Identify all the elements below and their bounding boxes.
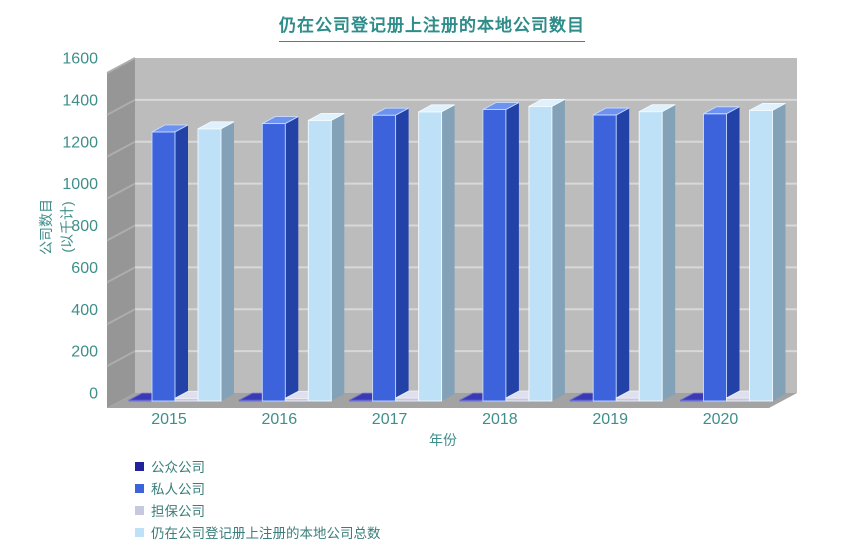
gridline-side-1200 xyxy=(106,140,136,158)
bar-2018-series-4 xyxy=(528,98,566,402)
bar-top xyxy=(592,107,630,116)
bar-2015-series-4 xyxy=(197,121,235,402)
bar-top xyxy=(482,102,520,111)
x-tick-2016: 2016 xyxy=(262,411,298,428)
gridline-side-1600 xyxy=(106,57,136,74)
bar-side xyxy=(395,108,409,401)
bar-front xyxy=(151,131,176,402)
bar-side xyxy=(221,121,234,401)
y-tick-600: 600 xyxy=(71,260,98,277)
bar-front xyxy=(638,111,663,402)
bar-side xyxy=(551,99,565,402)
legend-item-1: 公众公司 xyxy=(135,455,381,477)
legend-swatch-icon xyxy=(135,527,144,537)
bar-side xyxy=(505,102,519,402)
gridline-side-600 xyxy=(106,266,136,284)
bar-2017-series-2 xyxy=(372,107,409,402)
y-axis-title-line2: (以千计) xyxy=(59,201,75,253)
bar-side xyxy=(772,103,786,401)
chart-title-text: 仍在公司登记册上注册的本地公司数目 xyxy=(279,11,585,42)
bar-front xyxy=(482,109,507,402)
bar-front xyxy=(307,119,332,402)
legend-swatch-icon xyxy=(135,505,144,515)
bar-top xyxy=(308,112,345,121)
bar-front xyxy=(528,105,553,402)
y-tick-800: 800 xyxy=(71,218,98,235)
legend-item-2: 私人公司 xyxy=(135,477,381,499)
bar-front xyxy=(418,111,443,402)
legend-label: 担保公司 xyxy=(151,504,205,519)
bar-front xyxy=(372,114,397,402)
x-tick-2017: 2017 xyxy=(372,411,408,428)
bar-top xyxy=(749,102,786,111)
y-tick-1400: 1400 xyxy=(62,92,98,109)
bar-top xyxy=(528,98,566,107)
y-axis-title-line1: 公司数目 xyxy=(38,199,54,255)
legend: 公众公司私人公司担保公司仍在公司登记册上注册的本地公司总数 xyxy=(135,455,381,543)
y-tick-400: 400 xyxy=(71,302,98,319)
bar-2017-series-4 xyxy=(418,104,455,402)
legend-label: 仍在公司登记册上注册的本地公司总数 xyxy=(151,526,381,541)
bar-front xyxy=(749,109,773,402)
y-axis-title: 公司数目 (以千计) xyxy=(36,162,80,292)
bar-side xyxy=(616,107,630,402)
bar-2016-series-2 xyxy=(261,116,299,402)
bar-2016-series-4 xyxy=(307,112,345,402)
bar-2019-series-4 xyxy=(638,104,676,402)
bar-side xyxy=(285,116,299,401)
y-tick-1600: 1600 xyxy=(62,51,98,68)
bar-top xyxy=(418,104,455,113)
chart-title: 仍在公司登记册上注册的本地公司数目 xyxy=(0,11,864,42)
bar-front xyxy=(261,123,286,402)
gridline-side-800 xyxy=(106,224,136,242)
bar-2019-series-2 xyxy=(592,107,630,402)
bar-2020-series-2 xyxy=(703,106,740,402)
bar-top xyxy=(703,106,740,115)
bar-top xyxy=(638,104,676,113)
y-tick-1200: 1200 xyxy=(62,134,98,151)
legend-swatch-icon xyxy=(135,461,144,471)
y-tick-200: 200 xyxy=(71,344,98,361)
x-axis-title: 年份 xyxy=(429,432,457,448)
bar-top xyxy=(372,107,409,116)
bar-side xyxy=(331,113,345,401)
gridline-side-1000 xyxy=(106,182,136,200)
bar-2018-series-2 xyxy=(482,102,520,402)
bar-2015-series-2 xyxy=(151,124,189,402)
legend-item-3: 担保公司 xyxy=(135,499,381,521)
bar-side xyxy=(726,106,740,402)
x-tick-2020: 2020 xyxy=(703,411,739,428)
legend-swatch-icon xyxy=(135,483,144,493)
x-tick-2018: 2018 xyxy=(482,411,518,428)
bar-top xyxy=(262,116,299,125)
x-tick-2015: 2015 xyxy=(151,411,187,428)
bar-side xyxy=(175,124,188,401)
y-tick-1000: 1000 xyxy=(62,176,98,193)
bar-top xyxy=(197,121,235,130)
bar-side xyxy=(662,104,676,402)
gridline-side-1400 xyxy=(106,98,136,116)
bar-side xyxy=(441,104,455,402)
bar-front xyxy=(703,113,727,402)
y-tick-0: 0 xyxy=(89,386,98,403)
legend-item-4: 仍在公司登记册上注册的本地公司总数 xyxy=(135,521,381,543)
legend-label: 私人公司 xyxy=(151,482,205,497)
bar-front xyxy=(592,114,617,402)
gridline-side-400 xyxy=(106,308,136,326)
bar-top xyxy=(151,124,189,133)
gridline-side-200 xyxy=(106,350,136,368)
bar-front xyxy=(197,128,222,402)
legend-label: 公众公司 xyxy=(151,460,205,475)
bar-2020-series-4 xyxy=(749,102,786,402)
x-tick-2019: 2019 xyxy=(592,411,628,428)
